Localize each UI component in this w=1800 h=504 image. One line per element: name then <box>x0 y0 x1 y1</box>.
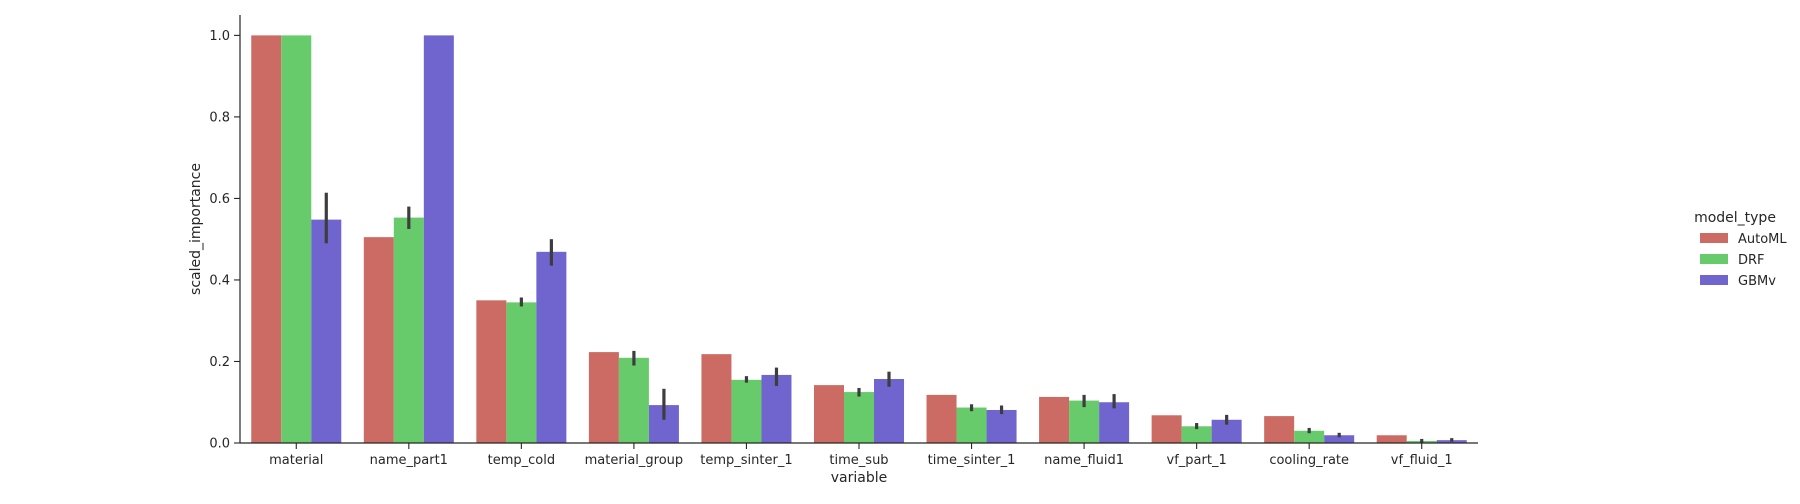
bar-automl-temp_cold <box>476 300 507 443</box>
x-ticks: material name_part1 temp_cold material_grou… <box>269 443 1453 468</box>
y-axis-label: scaled_importance <box>188 163 204 295</box>
bar-drf-temp_cold <box>506 302 537 443</box>
bar-automl-cooling_rate <box>1264 416 1295 443</box>
legend-swatch-automl <box>1700 233 1728 243</box>
bar-automl-temp_sinter_1 <box>701 354 732 443</box>
y-tick-label: 0.6 <box>209 192 230 207</box>
y-tick-label: 0.4 <box>209 273 230 288</box>
bar-automl-vf_part_1 <box>1151 415 1182 443</box>
bar-drf-material_group <box>618 357 649 443</box>
x-tick-label-material_group: material_group <box>585 453 684 468</box>
bar-gbmv-temp_sinter_1 <box>761 374 792 443</box>
bar-drf-temp_sinter_1 <box>731 379 762 443</box>
legend-swatch-gbmv <box>1700 275 1728 285</box>
y-ticks: 0.0 0.2 0.4 0.6 0.8 1.0 <box>209 29 240 452</box>
legend-title: model_type <box>1694 210 1776 226</box>
bar-gbmv-cooling_rate <box>1324 435 1355 443</box>
legend-items: AutoML DRF GBMv <box>1700 232 1787 289</box>
bar-gbmv-time_sinter_1 <box>986 409 1017 443</box>
x-tick-label-name_fluid1: name_fluid1 <box>1044 453 1124 468</box>
bar-drf-vf_part_1 <box>1181 426 1212 443</box>
bar-drf-material <box>281 35 312 443</box>
bar-automl-material <box>251 35 282 443</box>
bar-gbmv-material <box>311 219 342 443</box>
legend: model_type AutoML DRF GBMv <box>1694 210 1787 289</box>
x-tick-label-material: material <box>269 453 323 468</box>
bar-drf-time_sinter_1 <box>956 407 987 443</box>
legend-label-automl: AutoML <box>1738 232 1787 247</box>
bar-drf-name_fluid1 <box>1069 400 1100 443</box>
y-tick-label: 1.0 <box>209 29 230 44</box>
y-tick-label: 0.0 <box>209 437 230 452</box>
x-tick-label-vf_fluid_1: vf_fluid_1 <box>1391 453 1453 468</box>
error-bars-layer <box>324 192 1454 443</box>
bars-layer <box>251 35 1467 443</box>
bar-gbmv-name_fluid1 <box>1099 402 1130 443</box>
x-tick-label-name_part1: name_part1 <box>370 453 448 468</box>
bar-drf-cooling_rate <box>1294 430 1325 443</box>
bar-gbmv-temp_cold <box>536 251 567 443</box>
bar-automl-name_part1 <box>363 237 394 443</box>
bar-automl-vf_fluid_1 <box>1376 435 1407 443</box>
x-tick-label-temp_cold: temp_cold <box>488 453 555 468</box>
bar-automl-material_group <box>588 352 619 443</box>
bar-automl-time_sinter_1 <box>926 394 957 443</box>
x-axis-label: variable <box>831 470 887 486</box>
bar-drf-name_part1 <box>393 217 424 443</box>
bar-gbmv-vf_part_1 <box>1211 419 1242 443</box>
bar-automl-time_sub <box>813 385 844 443</box>
legend-swatch-drf <box>1700 254 1728 264</box>
x-tick-label-time_sinter_1: time_sinter_1 <box>928 453 1016 468</box>
bar-gbmv-time_sub <box>874 379 905 443</box>
x-tick-label-time_sub: time_sub <box>829 453 888 468</box>
bar-automl-name_fluid1 <box>1039 396 1070 443</box>
legend-label-drf: DRF <box>1738 253 1765 268</box>
y-tick-label: 0.2 <box>209 355 230 370</box>
y-tick-label: 0.8 <box>209 110 230 125</box>
bar-gbmv-name_part1 <box>423 35 454 443</box>
x-tick-label-vf_part_1: vf_part_1 <box>1167 453 1227 468</box>
bar-drf-time_sub <box>843 392 874 443</box>
x-tick-label-cooling_rate: cooling_rate <box>1269 453 1349 468</box>
x-tick-label-temp_sinter_1: temp_sinter_1 <box>700 453 792 468</box>
legend-label-gbmv: GBMv <box>1738 274 1776 289</box>
